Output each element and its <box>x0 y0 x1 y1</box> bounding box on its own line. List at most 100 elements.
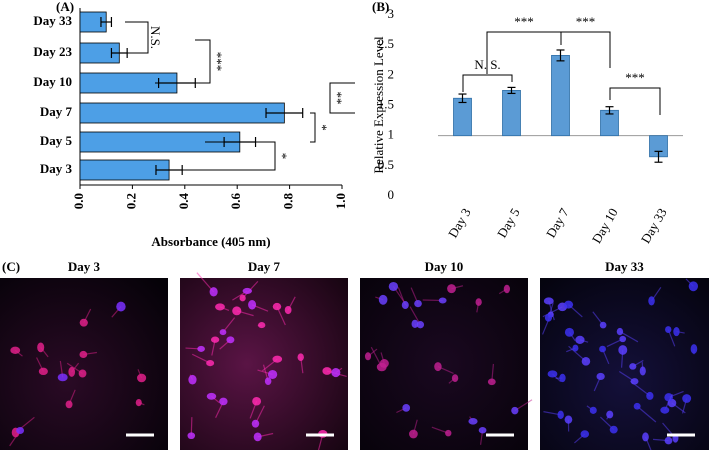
cell <box>688 281 699 292</box>
cell <box>258 322 266 329</box>
cell <box>78 369 87 378</box>
cell <box>267 369 278 379</box>
significance: * <box>275 153 290 160</box>
cell <box>447 284 456 294</box>
significance: ** <box>330 92 345 105</box>
cell <box>57 373 68 382</box>
error-bar <box>654 150 663 163</box>
bracket <box>310 112 316 143</box>
bar <box>79 102 285 124</box>
cell <box>252 396 262 406</box>
image-title: Day 10 <box>425 259 464 274</box>
cell <box>402 403 411 412</box>
cell <box>673 327 680 337</box>
cell <box>188 374 197 385</box>
y-axis-label: Relative Expression Level <box>371 36 386 174</box>
x-tick-label: 0.6 <box>228 193 243 210</box>
y-tick-label: 0 <box>388 187 395 202</box>
cell <box>272 355 283 363</box>
error-bar <box>556 49 565 62</box>
cell <box>633 402 641 410</box>
cell <box>664 393 673 402</box>
x-tick-label: Day 5 <box>494 205 523 240</box>
x-tick-label: Day 3 <box>445 205 474 240</box>
cell <box>251 419 260 428</box>
micrograph <box>0 278 168 450</box>
image-title: Day 3 <box>68 259 101 274</box>
panel-label: (B) <box>372 0 389 14</box>
cell <box>475 298 482 306</box>
cell <box>272 302 282 311</box>
cell <box>16 427 25 434</box>
y-tick-label: 2.5 <box>378 36 394 51</box>
y-tick-label: Day 10 <box>33 74 72 89</box>
cell <box>79 350 88 358</box>
cell <box>37 342 45 353</box>
cell <box>65 400 73 409</box>
panel-label: (A) <box>56 0 74 14</box>
x-tick-label: Day 10 <box>589 205 621 245</box>
significance: N.S. <box>148 26 163 49</box>
significance: *** <box>210 52 225 72</box>
y-tick-label: Day 3 <box>40 161 73 176</box>
error-bar <box>605 106 614 115</box>
cell-process <box>630 380 651 397</box>
image-title: Day 33 <box>605 259 644 274</box>
cell <box>543 297 554 305</box>
x-tick-label: 1.0 <box>333 193 348 209</box>
cell <box>606 410 614 419</box>
bar <box>453 97 472 137</box>
cell <box>137 373 147 383</box>
cell <box>253 432 262 442</box>
cell <box>206 392 217 400</box>
micrograph <box>180 278 348 450</box>
bar <box>502 90 521 137</box>
cell <box>618 345 628 355</box>
cell <box>376 362 387 372</box>
cell <box>648 296 655 306</box>
bar <box>551 55 570 137</box>
cell <box>646 391 654 400</box>
x-tick-label: 0.4 <box>176 193 191 210</box>
cell <box>616 327 624 336</box>
cell <box>438 297 447 304</box>
x-tick-label: 0.2 <box>123 193 138 209</box>
cell <box>559 373 566 383</box>
cell <box>248 299 257 310</box>
cell <box>660 406 670 414</box>
cell <box>642 432 649 442</box>
significance: * <box>315 124 330 131</box>
cell <box>665 326 672 333</box>
bracket <box>329 82 355 114</box>
cell <box>581 357 591 366</box>
cell <box>599 321 607 329</box>
cell <box>690 344 698 354</box>
cell <box>388 281 399 291</box>
y-tick-label: 1 <box>388 127 395 142</box>
cell <box>445 429 452 437</box>
cell <box>226 336 235 344</box>
error-bar <box>507 86 516 95</box>
cell <box>364 352 372 361</box>
y-tick-label: 1.5 <box>378 96 394 111</box>
cell <box>547 370 558 378</box>
cell <box>210 336 220 343</box>
cell <box>79 318 88 327</box>
cell <box>599 345 606 353</box>
x-axis-label: Absorbance (405 nm) <box>151 234 270 249</box>
panel-label: (C) <box>2 259 20 274</box>
cell <box>38 367 48 376</box>
cell <box>116 301 126 312</box>
cell <box>197 345 205 352</box>
error-bar <box>100 17 113 27</box>
cell <box>572 344 579 352</box>
cell <box>596 372 605 381</box>
cell-process <box>619 331 639 343</box>
cell <box>468 417 478 425</box>
x-tick-label: 0.0 <box>71 193 86 209</box>
cell <box>564 327 574 337</box>
y-tick-label: 2 <box>388 66 395 81</box>
cell <box>563 300 574 309</box>
image-title: Day 7 <box>248 259 281 274</box>
